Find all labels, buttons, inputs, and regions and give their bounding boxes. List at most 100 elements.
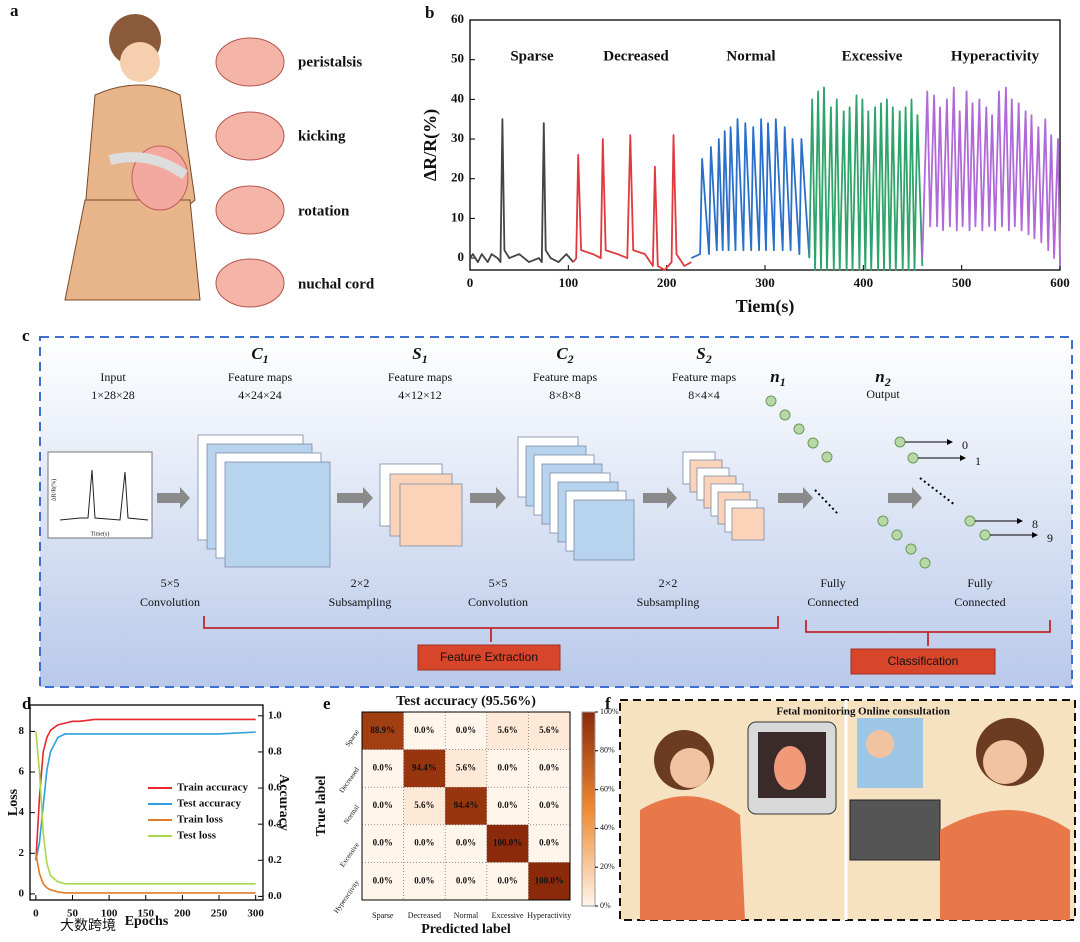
y2-axis-label: Accuracy [276,774,291,831]
x-tick-label: 50 [67,908,79,920]
series-label: Excessive [842,48,903,64]
y-tick-label: 1.0 [268,709,282,721]
colorbar-label: 100% [600,707,619,716]
heatmap-cell [486,824,529,863]
subscript: 1 [422,352,428,366]
operation-size: 2×2 [659,576,678,590]
y-tick-label: 8 [19,725,25,737]
cell-label: 94.4% [454,800,479,810]
cell-label: 94.4% [412,762,437,772]
cell-label: 0.0% [456,875,476,885]
heatmap-cell [362,824,404,863]
series-line [921,86,1061,267]
symbol: n [770,367,779,386]
operation-name: Convolution [468,595,528,609]
pregnant-woman-illustration [64,14,201,301]
x-tick-label: 100 [101,908,118,920]
y-tick-label: Hyperactivity [332,878,361,915]
x-tick-label: Decreased [408,911,441,920]
cell-label: 0.0% [539,838,559,848]
colorbar-label: 60% [600,784,615,793]
movement-icons [215,37,285,308]
x-tick-label: 0 [33,908,39,920]
y-tick-label: 4 [19,806,25,818]
arrow [337,487,373,509]
operation-size: 5×5 [489,576,508,590]
heatmap-cell [445,787,487,825]
neuron [891,529,903,541]
cell-label: 0.0% [373,800,393,810]
heatmap-cell [403,824,446,863]
subscript: 2 [705,352,712,366]
operation-name: Subsampling [637,595,700,609]
layer-name: Input [100,370,126,384]
colorbar-label: 0% [600,901,611,910]
heatmap-cell [362,712,404,750]
movement-label: nuchal cord [298,276,375,292]
y-tick-label: 10 [451,209,464,224]
y-tick-label: 0.0 [268,890,282,902]
cell-label: 0.0% [497,800,517,810]
series-line [35,731,256,885]
cell-label: 0.0% [373,762,393,772]
x-axis-label: Predicted label [421,922,511,937]
series-line [572,134,692,271]
heatmap-cell [528,749,570,788]
heatmap-cell [528,787,570,825]
x-tick-label: Normal [454,911,479,920]
feature-map [399,483,463,547]
watermark: 大数跨境 [60,918,116,934]
panel-label: c [22,326,30,345]
cell-label: 88.9% [370,725,395,735]
feature-map [224,461,331,568]
neuron [793,423,805,435]
operation-name: Connected [807,595,858,609]
panel-label: b [425,3,434,22]
layer-name: Feature maps [533,370,598,384]
symbol: S [412,344,421,363]
arrow [778,487,813,509]
layer-symbol: n2 [875,367,890,389]
heatmap-cell [403,712,446,750]
cell-label: 0.0% [497,875,517,885]
heatmap-cell [528,712,570,750]
operation-size: Fully [967,576,992,590]
y-tick-label: 20 [451,170,464,185]
x-tick-label: 200 [174,908,191,920]
x-axis-label: Epochs [125,914,169,929]
y-tick-label: Sparse [344,728,361,748]
arrow [470,487,506,509]
cell-label: 5.6% [414,800,434,810]
heatmap-cell [528,862,570,900]
series-line [35,853,256,894]
series-line [469,118,574,263]
colorbar [581,711,596,907]
y-tick-label: 60 [451,11,464,26]
bracket [203,616,779,642]
cell-label: 0.0% [456,838,476,848]
arrow [888,487,922,509]
neuron [807,437,819,449]
legend-label: Test loss [177,830,217,842]
heatmap-frame [361,711,571,901]
y-tick-label: Excessive [338,841,361,869]
series-line [690,118,811,259]
heatmap-cell [403,862,446,900]
plot-frame [29,704,264,901]
arrow [643,487,677,509]
cell-label: 0.0% [414,725,434,735]
layer-symbol: S2 [696,344,711,366]
heatmap-cell [486,749,529,788]
series-line [35,731,256,861]
movement-label: rotation [298,203,350,219]
ellipsis [919,477,956,506]
operation-size: 5×5 [161,576,180,590]
cell-label: 5.6% [456,762,476,772]
heatmap-cell [362,862,404,900]
ellipsis [814,489,839,515]
output-label: 1 [975,454,981,468]
neuron [905,543,917,555]
y-tick-label: 2 [19,847,25,859]
inset-xlabel: Time(s) [91,530,110,537]
y-tick-label: Normal [342,803,361,825]
